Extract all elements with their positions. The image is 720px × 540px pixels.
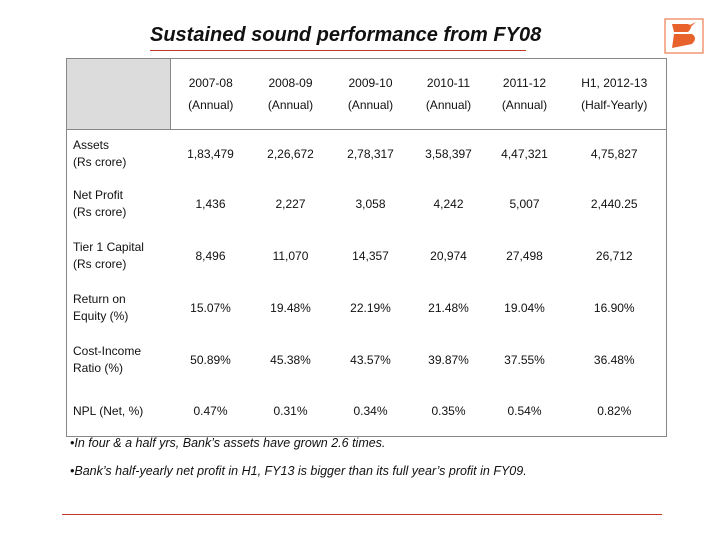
table-cell: 0.34% [330, 386, 411, 437]
column-year: 2009-10 [348, 76, 393, 90]
table-cell: 0.35% [410, 386, 487, 437]
table-cell: 16.90% [562, 282, 667, 334]
row-label: NPL (Net, %) [66, 386, 171, 437]
table-cell: 19.48% [270, 301, 311, 315]
table-cell: 2,26,672 [267, 147, 314, 161]
row-label: Tier 1 Capital (Rs crore) [66, 230, 171, 282]
performance-table-wrap: 2007-08 (Annual) 2008-09 (Annual) 2009-10 (… [66, 58, 667, 437]
table-cell: 3,58,397 [425, 147, 472, 161]
table-cell: 36.48% [562, 334, 667, 386]
table-cell: 15.07% [190, 301, 231, 315]
row-label-line1: Tier 1 Capital [73, 240, 144, 254]
table-row: Return on Equity (%) 15.07% 19.48% 22.19%… [66, 282, 667, 334]
table-cell: 2,78,317 [347, 147, 394, 161]
table-cell: 39.87% [428, 353, 469, 367]
table-row: Cost-Income Ratio (%) 50.89% 45.38% 43.57… [66, 334, 667, 386]
table-cell: 45.38% [270, 353, 311, 367]
table-cell: 26,712 [562, 230, 667, 282]
table-row: Net Profit (Rs crore) 1,436 2,227 3,058 4… [66, 178, 667, 230]
bank-logo-icon [664, 18, 704, 54]
column-header: 2008-09 (Annual) [250, 58, 331, 130]
row-label: Cost-Income Ratio (%) [66, 334, 171, 386]
bullet-item: •Bank’s half-yearly net profit in H1, FY… [70, 464, 527, 478]
row-label-line1: Assets [73, 138, 110, 152]
title-underline [150, 50, 526, 51]
table-cell: 5,007 [509, 197, 540, 211]
table-cell: 0.47% [170, 386, 251, 437]
table-cell: 20,974 [430, 249, 467, 263]
column-header: 2007-08 (Annual) [170, 58, 251, 130]
table-cell: 22.19% [350, 301, 391, 315]
column-period: (Annual) [188, 98, 234, 112]
table-row: Tier 1 Capital (Rs crore) 8,496 11,070 14… [66, 230, 667, 282]
performance-table: 2007-08 (Annual) 2008-09 (Annual) 2009-10 (… [66, 58, 667, 437]
table-cell: 19.04% [504, 301, 545, 315]
column-period: (Annual) [501, 98, 548, 112]
table-cell: 4,75,827 [562, 129, 667, 178]
row-label: Assets (Rs crore) [66, 129, 171, 178]
column-period: (Annual) [347, 98, 394, 112]
row-label-line1: Net Profit [73, 188, 124, 202]
table-cell: 0.31% [250, 386, 331, 437]
table-row: NPL (Net, %) 0.47% 0.31% 0.34% 0.35% 0.5… [66, 386, 667, 437]
table-cell: 14,357 [352, 249, 389, 263]
table-cell: 0.82% [562, 386, 667, 437]
row-label-line2: (Rs crore) [73, 155, 127, 169]
table-cell: 1,436 [195, 197, 226, 211]
table-cell: 1,83,479 [187, 147, 234, 161]
row-label-line1: Cost-Income [73, 344, 142, 358]
table-cell: 37.55% [504, 353, 545, 367]
bullet-item: •In four & a half yrs, Bank’s assets hav… [70, 436, 386, 450]
column-year: 2010-11 [426, 76, 471, 90]
column-header: 2009-10 (Annual) [330, 58, 411, 130]
table-header-row: 2007-08 (Annual) 2008-09 (Annual) 2009-10 (… [66, 58, 667, 130]
column-header: 2010-11 (Annual) [410, 58, 487, 130]
column-header: H1, 2012-13 (Half-Yearly) [562, 58, 667, 130]
table-cell: 11,070 [272, 249, 309, 263]
row-label-line2: Ratio (%) [73, 361, 124, 375]
table-cell: 43.57% [350, 353, 391, 367]
header-corner-cell [66, 58, 171, 130]
column-period: (Annual) [425, 98, 472, 112]
column-year: H1, 2012-13 [581, 76, 648, 90]
bullet-list: •In four & a half yrs, Bank’s assets hav… [70, 436, 690, 492]
table-cell: 50.89% [190, 353, 231, 367]
row-label-line2: (Rs crore) [73, 205, 127, 219]
table-cell: 21.48% [428, 301, 469, 315]
table-cell: 0.54% [486, 386, 563, 437]
row-label-line2: Equity (%) [73, 309, 129, 323]
bottom-rule [62, 514, 662, 515]
slide-title: Sustained sound performance from FY08 [150, 24, 542, 46]
row-label-line1: NPL (Net, %) [73, 403, 144, 418]
row-label-line1: Return on [73, 292, 126, 306]
table-cell: 3,058 [355, 197, 386, 211]
row-label: Return on Equity (%) [66, 282, 171, 334]
column-year: 2007-08 [188, 76, 233, 90]
column-year: 2008-09 [268, 76, 313, 90]
column-period: (Half-Yearly) [581, 98, 648, 112]
column-header: 2011-12 (Annual) [486, 58, 563, 130]
row-label: Net Profit (Rs crore) [66, 178, 171, 230]
table-cell: 4,47,321 [501, 147, 548, 161]
table-row: Assets (Rs crore) 1,83,479 2,26,672 2,78,… [66, 129, 667, 178]
table-cell: 2,440.25 [562, 178, 667, 230]
table-cell: 4,242 [433, 197, 464, 211]
column-period: (Annual) [267, 98, 314, 112]
column-year: 2011-12 [502, 76, 547, 90]
table-cell: 2,227 [275, 197, 306, 211]
row-label-line2: (Rs crore) [73, 257, 127, 271]
table-cell: 27,498 [506, 249, 543, 263]
table-cell: 8,496 [195, 249, 226, 263]
